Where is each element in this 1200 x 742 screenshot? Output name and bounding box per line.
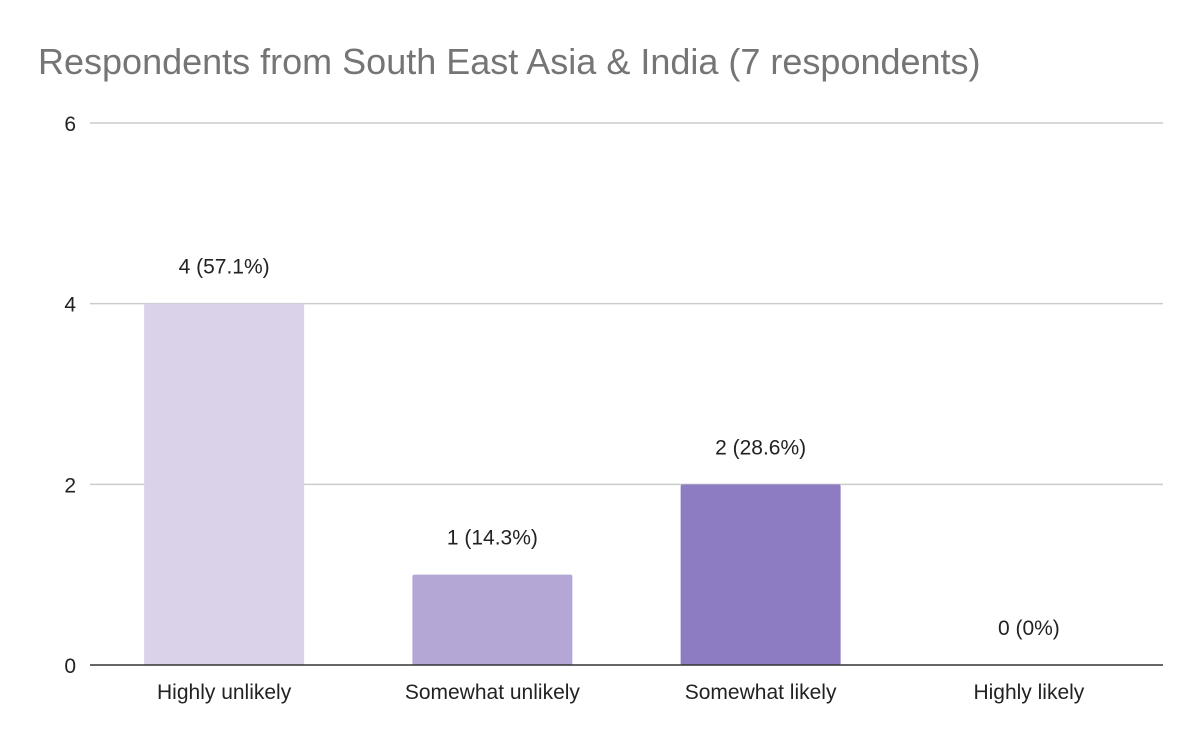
bar bbox=[680, 484, 841, 665]
chart-title: Respondents from South East Asia & India… bbox=[38, 41, 981, 82]
bar bbox=[144, 303, 305, 665]
data-labels: 4 (57.1%) 1 (14.3%) 2 (28.6%) 0 (0%) bbox=[179, 256, 1060, 640]
bar bbox=[412, 574, 573, 665]
bars bbox=[144, 303, 841, 665]
y-tick-label: 2 bbox=[64, 474, 76, 497]
y-tick-label: 4 bbox=[64, 294, 76, 317]
y-axis-ticks: 0 2 4 6 bbox=[64, 113, 76, 678]
data-label: 2 (28.6%) bbox=[715, 436, 806, 459]
data-label: 4 (57.1%) bbox=[179, 256, 270, 279]
y-tick-label: 0 bbox=[64, 655, 76, 678]
x-category-label: Highly unlikely bbox=[157, 681, 292, 704]
x-category-label: Highly likely bbox=[973, 681, 1084, 704]
x-category-label: Somewhat unlikely bbox=[405, 681, 581, 704]
x-category-label: Somewhat likely bbox=[685, 681, 837, 704]
data-label: 0 (0%) bbox=[998, 617, 1060, 640]
y-tick-label: 6 bbox=[64, 113, 76, 136]
data-label: 1 (14.3%) bbox=[447, 527, 538, 550]
x-axis-categories: Highly unlikely Somewhat unlikely Somewhat… bbox=[157, 681, 1085, 704]
